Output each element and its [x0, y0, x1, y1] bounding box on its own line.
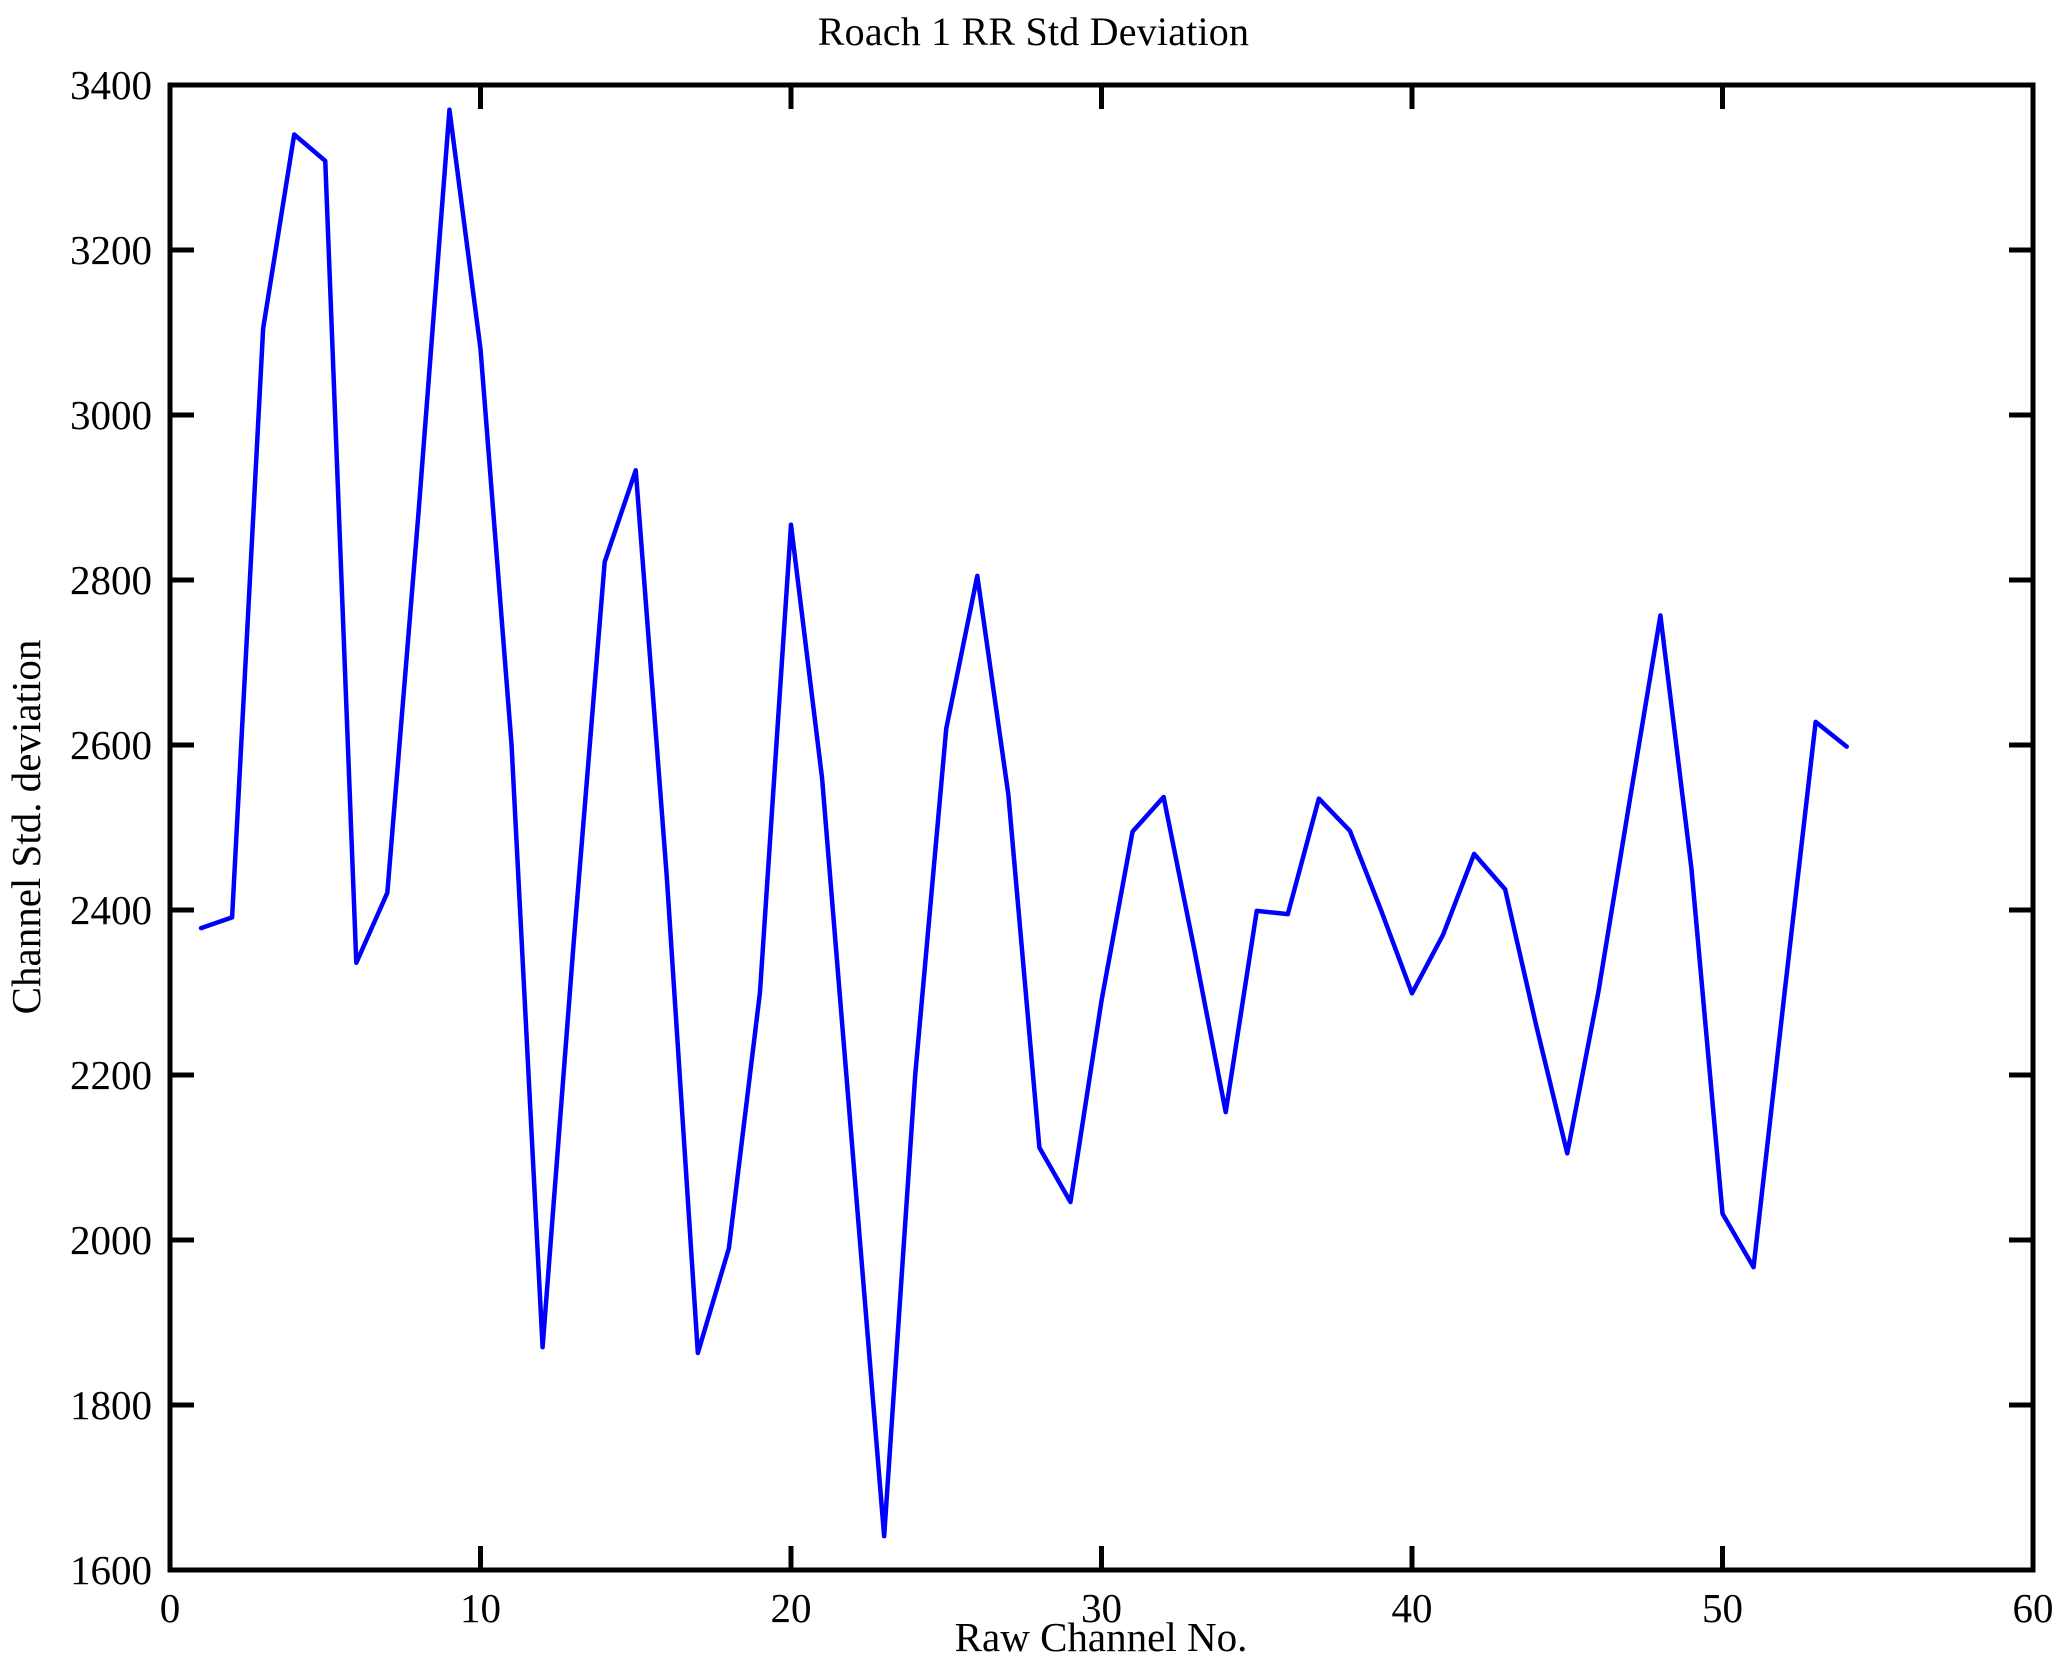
x-tick-label-0: 0 [160, 1585, 181, 1631]
page-title: Roach 1 RR Std Deviation [817, 9, 1250, 54]
x-tick-label-60: 60 [2013, 1585, 2054, 1631]
x-tick-label-50: 50 [1702, 1585, 1743, 1631]
plot-frame [167, 82, 2036, 1573]
y-tick-label-2200: 2200 [70, 1052, 152, 1098]
x-axis-tick-labels: 0 10 20 30 40 50 60 [160, 1585, 2054, 1631]
y-tick-label-2600: 2600 [70, 722, 152, 768]
y-tick-label-2800: 2800 [70, 557, 152, 603]
x-tick-label-20: 20 [771, 1585, 812, 1631]
y-tick-label-3200: 3200 [70, 227, 152, 273]
y-axis-title: Channel Std. deviation [3, 640, 49, 1015]
x-tick-label-40: 40 [1392, 1585, 1433, 1631]
y-tick-label-1600: 1600 [70, 1547, 152, 1593]
y-tick-label-3000: 3000 [70, 392, 152, 438]
y-tick-label-1800: 1800 [70, 1382, 152, 1428]
x-tick-label-10: 10 [460, 1585, 501, 1631]
y-axis-tick-labels: 1600 1800 2000 2200 2400 2600 2800 3000 3200 3400 [70, 62, 152, 1593]
y-axis-ticks [170, 82, 194, 1573]
y-tick-label-2400: 2400 [70, 887, 152, 933]
x-axis-title: Raw Channel No. [955, 1614, 1248, 1660]
y-axis-ticks-right [2009, 82, 2033, 1573]
y-tick-label-3400: 3400 [70, 62, 152, 108]
x-axis-ticks-top [167, 85, 2036, 109]
x-axis-ticks [167, 1546, 2036, 1570]
data-series-line [198, 107, 1849, 1539]
x-tick-label-30: 30 [1081, 1585, 1122, 1631]
y-tick-label-2000: 2000 [70, 1217, 152, 1263]
